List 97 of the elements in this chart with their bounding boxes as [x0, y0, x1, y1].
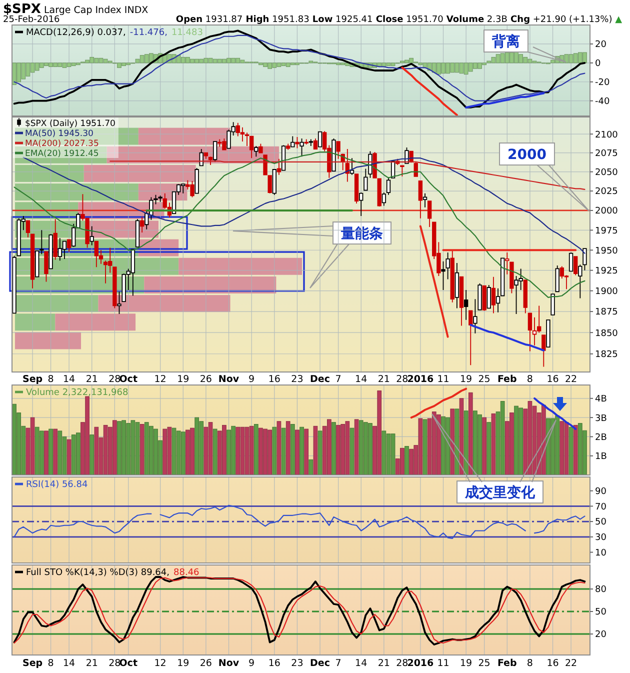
x-tick-label: Dec	[310, 374, 330, 385]
series-label: 11.483	[171, 28, 203, 38]
x-tick-label: 25	[478, 374, 490, 385]
text: Open 1931.87 High 1951.83 Low 1925.41 Close 1951.70 Volume 2.3B Chg +21.90 (+1.13%) ▲	[176, 15, 622, 25]
x-tick-label: 19	[460, 658, 472, 669]
y-tick-label: 1975	[595, 226, 618, 236]
y-tick-label: 50	[595, 608, 607, 618]
x-tick-label: 8	[48, 658, 54, 669]
x-tick-label: 21	[378, 658, 390, 669]
x-tick-label: Nov	[218, 374, 240, 385]
y-tick-label: 2000	[595, 206, 618, 217]
x-tick-label: 16	[546, 658, 559, 669]
y-tick-label: 1900	[595, 287, 618, 297]
x-tick-label: 21	[86, 374, 98, 385]
x-tick-label: 28	[108, 658, 121, 669]
y-tick-label: 1950	[595, 246, 618, 256]
series-label: Volume 2,322,131,968	[26, 388, 128, 398]
x-tick-label: 26	[200, 658, 212, 669]
x-tick-label: 16	[546, 374, 559, 385]
series-label: 88.46	[174, 568, 200, 578]
x-tick-label: Sep	[22, 374, 43, 385]
text: -11.476,	[130, 28, 168, 38]
x-tick-label: 12	[154, 374, 166, 385]
x-tick-label: 9	[248, 658, 255, 669]
y-tick-label: 1B	[595, 452, 607, 462]
annotation: 2000	[508, 147, 547, 163]
x-tick-label: 16	[268, 658, 280, 669]
x-tick-label: 8	[48, 374, 54, 385]
x-tick-label: Nov	[218, 658, 240, 669]
x-tick-label: 21	[86, 658, 98, 669]
y-tick-label: 2050	[595, 168, 618, 178]
y-tick-label: 70	[595, 502, 607, 512]
x-tick-label: Oct	[119, 658, 138, 669]
x-tick-label: 8	[526, 374, 533, 385]
annotation: 成交里变化	[464, 484, 536, 501]
y-tick-label: 4B	[595, 394, 607, 405]
y-tick-label: -40	[595, 97, 610, 108]
legend-label: EMA(20) 1912.45	[25, 149, 99, 159]
x-tick-label: 23	[291, 374, 304, 385]
x-tick-label: 19	[177, 374, 190, 385]
legend-label: RSI(14) 56.84	[26, 480, 88, 490]
x-tick-label: 14	[355, 658, 368, 669]
y-tick-label: 1875	[595, 308, 618, 318]
chart-subtitle: 25-Feb-2016	[3, 15, 60, 25]
x-tick-label: 22	[564, 658, 578, 669]
x-tick-label: 19	[177, 658, 190, 669]
annotation: 背离	[491, 33, 520, 50]
x-tick-label: 21	[378, 374, 390, 385]
y-tick-label: 2025	[595, 187, 618, 198]
x-tick-label: 28	[396, 658, 408, 669]
y-tick-label: 3B	[595, 414, 607, 424]
y-tick-label: 2075	[595, 149, 618, 160]
legend-label: MA(50) 1945.30	[25, 129, 94, 139]
x-tick-label: Dec	[310, 658, 330, 669]
y-tick-label: 30	[595, 533, 607, 544]
x-tick-label: 25	[478, 658, 490, 669]
x-tick-label: 11	[437, 374, 450, 385]
y-tick-label: 0	[595, 59, 601, 70]
x-tick-label: 23	[291, 658, 304, 669]
annotation: 量能条	[340, 226, 383, 242]
x-tick-label: 14	[355, 374, 368, 385]
x-tick-label: 7	[335, 658, 342, 669]
x-tick-label: 11	[437, 658, 450, 669]
y-tick-label: 90	[595, 487, 607, 498]
legend-title: $SPX (Daily) 1951.70	[25, 119, 116, 129]
y-tick-label: 1925	[595, 266, 618, 277]
y-tick-label: 10	[595, 548, 607, 558]
y-tick-label: 20	[595, 40, 607, 50]
x-tick-label: 7	[335, 374, 342, 385]
x-tick-label: 9	[248, 374, 255, 385]
x-tick-label: 19	[460, 374, 472, 385]
legend-label: Full STO %K(14,3) %D(3) 89.64,	[26, 568, 170, 578]
x-tick-label: 2016	[407, 374, 434, 385]
legend-label: MACD(12,26,9) 0.037,	[26, 28, 126, 38]
y-tick-label: 2B	[595, 432, 607, 443]
x-tick-label: 2016	[407, 658, 434, 669]
x-tick-label: 16	[268, 374, 280, 385]
y-tick-label: 2100	[595, 130, 618, 140]
x-tick-label: Oct	[119, 374, 138, 385]
y-tick-label: 50	[595, 518, 607, 528]
x-tick-label: 12	[154, 658, 166, 669]
x-tick-label: Feb	[497, 658, 518, 669]
y-tick-label: 80	[595, 585, 607, 596]
x-tick-label: 22	[564, 374, 578, 385]
legend-label: MA(200) 2027.35	[25, 139, 99, 149]
x-tick-label: 28	[108, 374, 121, 385]
y-tick-label: 1850	[595, 328, 618, 339]
x-tick-label: Sep	[22, 658, 43, 669]
x-tick-label: 14	[62, 374, 76, 385]
x-tick-label: Feb	[497, 374, 518, 385]
x-tick-label: 26	[200, 374, 212, 385]
y-tick-label: 20	[595, 630, 607, 640]
y-tick-label: 1825	[595, 350, 618, 360]
y-tick-label: -20	[595, 78, 610, 88]
x-tick-label: 28	[396, 374, 408, 385]
x-tick-label: 8	[526, 658, 533, 669]
x-tick-label: 14	[62, 658, 76, 669]
